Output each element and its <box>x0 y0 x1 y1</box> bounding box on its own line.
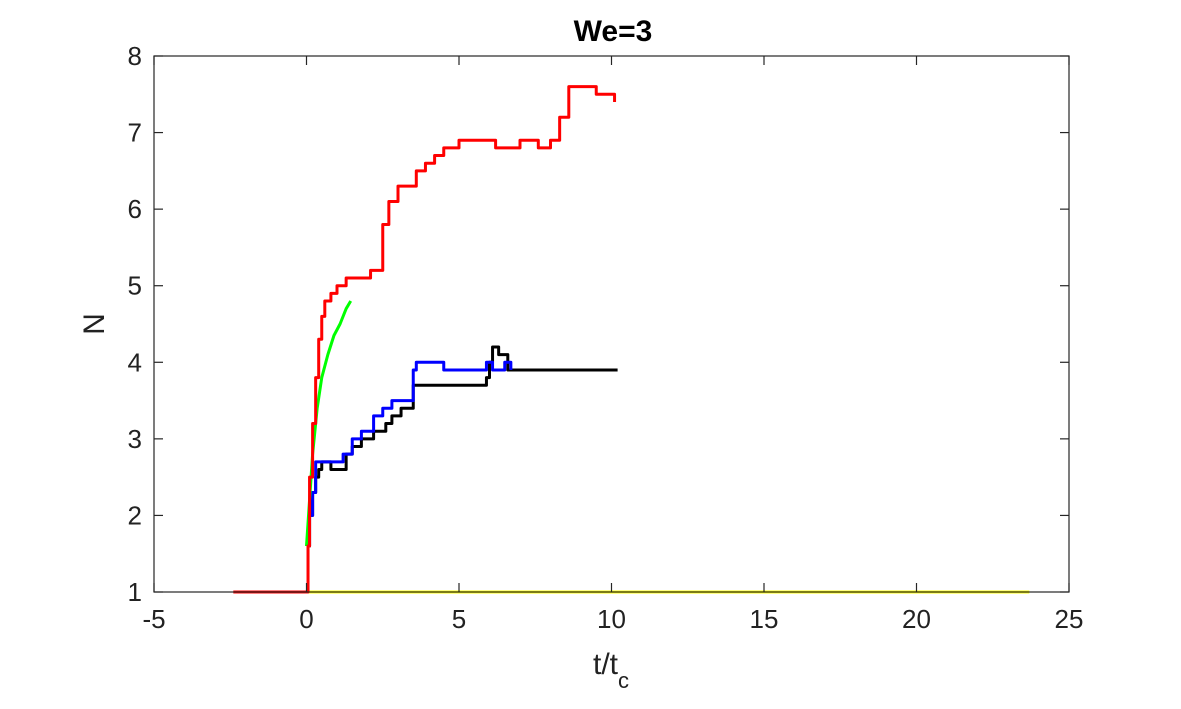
plot-frame <box>153 55 1070 593</box>
y-tick-label: 5 <box>128 271 142 301</box>
y-tick-label: 7 <box>128 118 142 148</box>
chart-title: We=3 <box>574 15 653 48</box>
x-axis-label-subscript: c <box>618 668 629 693</box>
y-tick-label: 1 <box>128 577 142 607</box>
series-line-5 <box>233 85 617 594</box>
y-axis-label: N <box>78 313 111 335</box>
x-axis-label-main: t/t <box>593 648 619 681</box>
y-tick-label: 8 <box>128 41 142 71</box>
ticks-layer: -5 0 5 10 15 20 25 1 2 3 4 5 6 7 8 <box>128 41 1084 634</box>
x-tick-label: 20 <box>902 604 931 634</box>
y-tick-label: 3 <box>128 424 142 454</box>
x-tick-label: 10 <box>597 604 626 634</box>
y-tick-label: 2 <box>128 500 142 530</box>
x-tick-label: 25 <box>1055 604 1084 634</box>
x-tick-label: 15 <box>750 604 779 634</box>
x-tick-label: -5 <box>142 604 165 634</box>
x-tick-label: 5 <box>452 604 466 634</box>
x-axis-label: t/tc <box>593 648 629 693</box>
series-line-3 <box>306 360 513 548</box>
series-layer <box>233 85 1030 594</box>
x-tick-label: 0 <box>299 604 313 634</box>
y-tick-label: 4 <box>128 347 142 377</box>
y-tick-label: 6 <box>128 194 142 224</box>
